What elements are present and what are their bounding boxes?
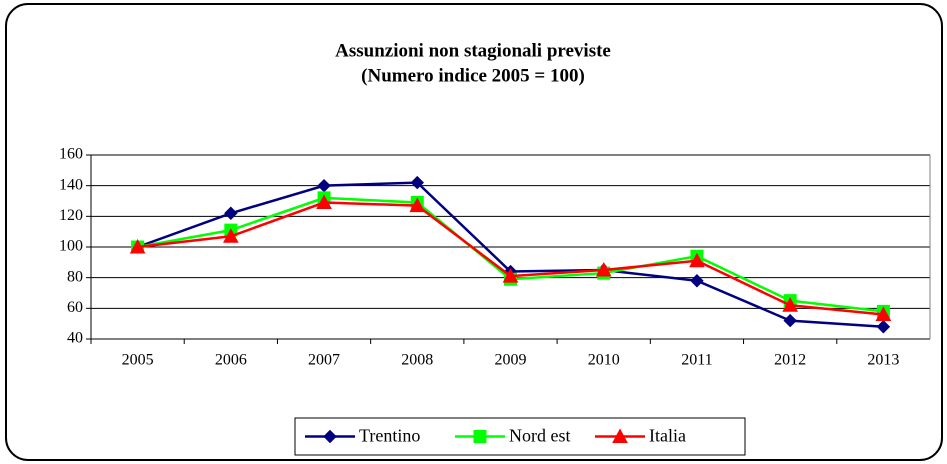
data-point [129,238,146,254]
legend-label: Trentino [359,426,420,446]
data-point [502,268,519,283]
legend-marker [612,428,628,443]
y-tick-label: 80 [67,268,83,285]
x-tick-label: 2009 [495,352,527,369]
data-point [409,197,426,213]
x-tick-label: 2011 [681,352,712,369]
data-point [875,306,892,321]
data-point [410,175,424,190]
y-tick-label: 120 [59,207,83,224]
y-tick-label: 60 [67,299,83,316]
data-point [595,261,612,277]
data-point [224,206,238,220]
legend-marker [323,429,337,444]
x-tick-label: 2006 [215,352,247,369]
legend-label: Nord est [509,426,571,446]
x-tick-label: 2005 [122,352,154,369]
y-tick-label: 100 [59,238,83,255]
chart-title: Assunzioni non stagionali previste [335,40,611,61]
x-tick-label: 2012 [774,352,806,369]
x-tick-label: 2007 [308,352,340,369]
data-point [876,320,891,334]
x-tick-label: 2010 [588,352,620,369]
y-tick-label: 40 [67,330,83,347]
legend-label: Italia [649,426,686,446]
data-point [690,274,704,288]
x-tick-label: 2013 [867,352,899,369]
data-point [783,313,797,328]
data-point [316,194,332,210]
data-point [222,228,239,243]
chart-subtitle: (Numero indice 2005 = 100) [361,65,585,86]
legend-marker [473,430,487,443]
data-point [689,252,705,268]
chart-frame [5,3,943,461]
legend-box [294,417,746,456]
x-tick-label: 2008 [401,352,433,369]
data-point [782,297,799,312]
y-tick-label: 140 [59,176,83,193]
y-tick-label: 160 [59,146,83,163]
